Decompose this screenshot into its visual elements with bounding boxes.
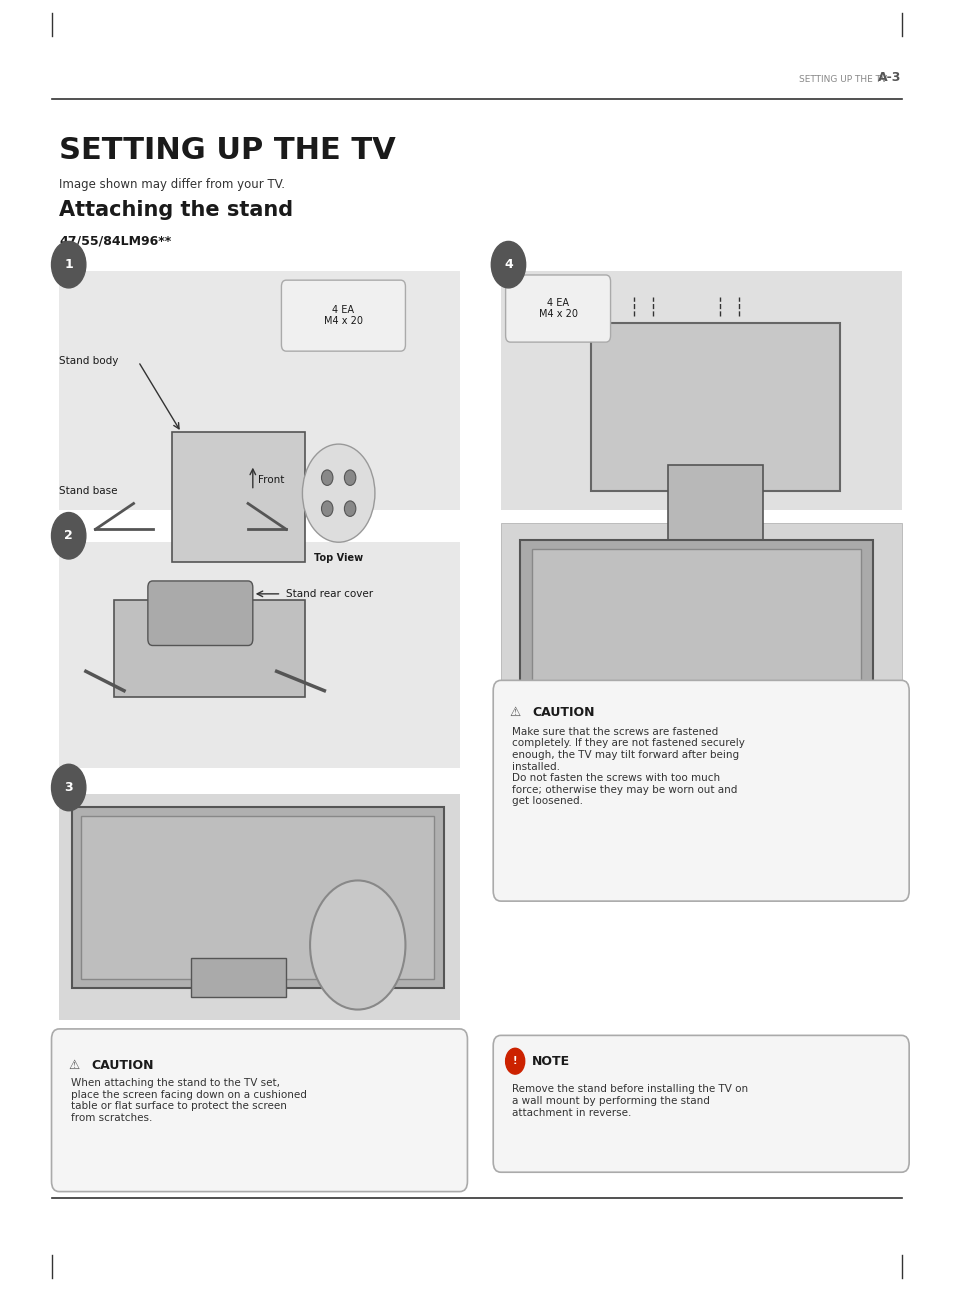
Text: Stand body: Stand body — [59, 356, 118, 367]
Circle shape — [310, 880, 405, 1010]
Circle shape — [321, 501, 333, 516]
Text: 47/55/84LM96**: 47/55/84LM96** — [59, 235, 172, 248]
FancyBboxPatch shape — [281, 280, 405, 351]
Circle shape — [505, 1048, 524, 1074]
FancyBboxPatch shape — [71, 807, 443, 988]
Circle shape — [302, 444, 375, 542]
FancyBboxPatch shape — [493, 680, 908, 901]
FancyBboxPatch shape — [505, 275, 610, 342]
FancyBboxPatch shape — [500, 523, 901, 742]
FancyBboxPatch shape — [114, 600, 305, 697]
Text: NOTE: NOTE — [532, 1055, 570, 1068]
FancyBboxPatch shape — [191, 958, 286, 997]
Circle shape — [491, 241, 525, 288]
Text: 4: 4 — [503, 258, 513, 271]
Text: Stand base: Stand base — [59, 485, 117, 496]
Text: CAUTION: CAUTION — [91, 1059, 154, 1072]
Text: 1: 1 — [64, 258, 73, 271]
Circle shape — [321, 470, 333, 485]
FancyBboxPatch shape — [59, 542, 459, 768]
Text: Top View: Top View — [314, 553, 363, 563]
Circle shape — [51, 764, 86, 811]
Text: Attaching the stand: Attaching the stand — [59, 200, 293, 219]
FancyBboxPatch shape — [148, 581, 253, 646]
Text: A-3: A-3 — [877, 71, 901, 84]
Circle shape — [51, 513, 86, 559]
Text: Remove the stand before installing the TV on
a wall mount by performing the stan: Remove the stand before installing the T… — [512, 1084, 748, 1118]
FancyBboxPatch shape — [51, 1029, 467, 1192]
FancyBboxPatch shape — [532, 549, 861, 697]
Text: When attaching the stand to the TV set,
place the screen facing down on a cushio: When attaching the stand to the TV set, … — [71, 1078, 306, 1123]
Text: !: ! — [513, 1056, 517, 1066]
FancyBboxPatch shape — [59, 794, 459, 1020]
FancyBboxPatch shape — [591, 323, 839, 491]
Text: 3: 3 — [64, 781, 73, 794]
Circle shape — [51, 241, 86, 288]
FancyBboxPatch shape — [172, 432, 305, 562]
Text: ⚠: ⚠ — [509, 706, 520, 719]
FancyBboxPatch shape — [59, 271, 459, 510]
Text: Stand rear cover: Stand rear cover — [286, 589, 373, 599]
Text: Image shown may differ from your TV.: Image shown may differ from your TV. — [59, 178, 285, 191]
FancyBboxPatch shape — [493, 1035, 908, 1172]
FancyBboxPatch shape — [667, 465, 762, 555]
Text: Make sure that the screws are fastened
completely. If they are not fastened secu: Make sure that the screws are fastened c… — [512, 727, 744, 807]
Circle shape — [344, 501, 355, 516]
FancyBboxPatch shape — [81, 816, 434, 979]
Circle shape — [344, 470, 355, 485]
FancyBboxPatch shape — [591, 733, 743, 766]
FancyBboxPatch shape — [519, 540, 872, 707]
Text: ⚠: ⚠ — [69, 1059, 80, 1072]
Text: 4 EA
M4 x 20: 4 EA M4 x 20 — [538, 298, 577, 319]
FancyBboxPatch shape — [500, 271, 901, 510]
Text: SETTING UP THE TV: SETTING UP THE TV — [59, 136, 395, 164]
Text: Front: Front — [257, 475, 284, 485]
Text: 2: 2 — [64, 529, 73, 542]
Text: SETTING UP THE TV: SETTING UP THE TV — [799, 75, 886, 84]
Text: 4 EA
M4 x 20: 4 EA M4 x 20 — [324, 305, 362, 327]
Text: CAUTION: CAUTION — [532, 706, 595, 719]
